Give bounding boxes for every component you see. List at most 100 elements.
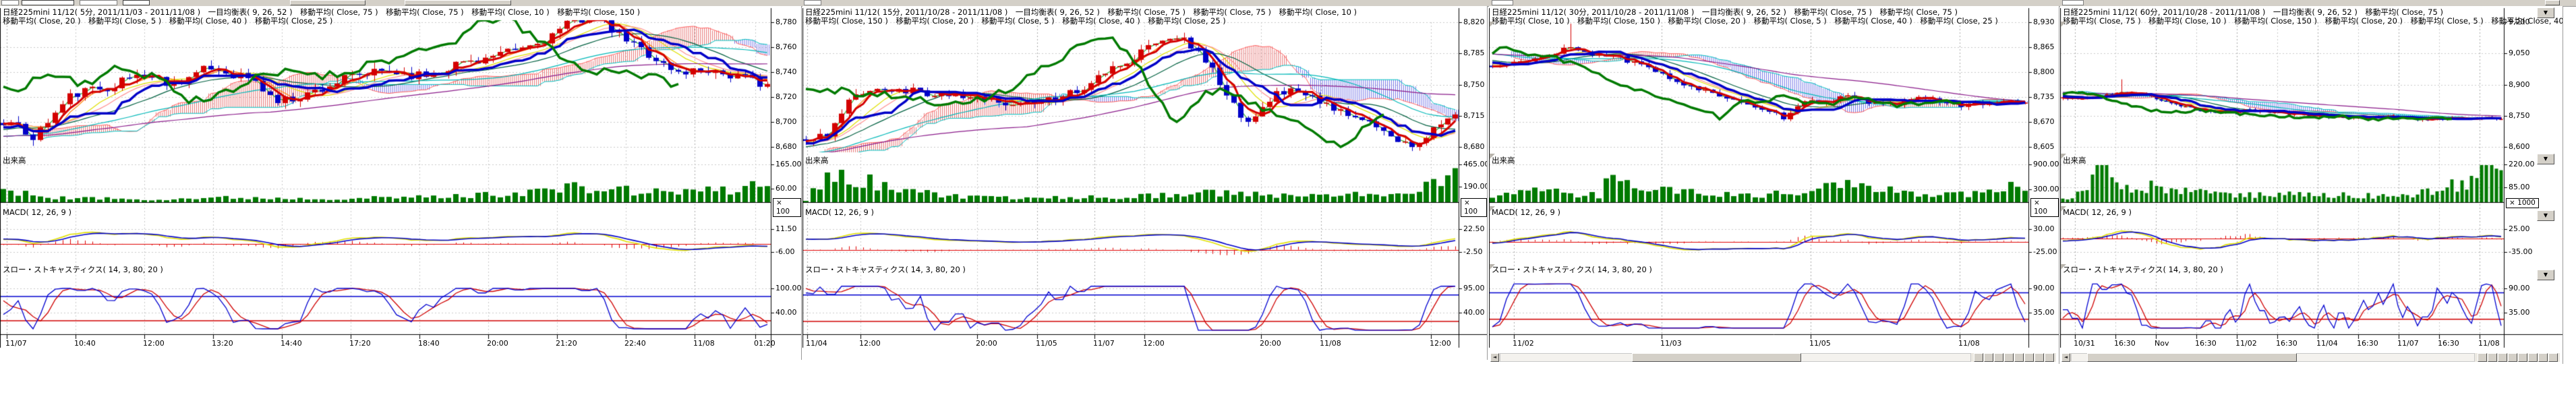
time-axis-label: 11/02 <box>1513 339 1534 348</box>
stoch-pane-label: スロー・ストキャスティクス( 14, 3, 80, 20 ) <box>1492 265 1652 274</box>
stoch-tick-label: 40.00 <box>775 308 797 317</box>
time-axis-label: 18:40 <box>418 339 440 348</box>
pane-scale-dropdown-button[interactable]: ▼ <box>2537 270 2554 280</box>
stoch-tick-label: 35.00 <box>2033 308 2055 317</box>
scrollbar-extra-button[interactable] <box>1984 353 1993 362</box>
volume-multiplier-box: × 100 <box>2030 198 2059 217</box>
scrollbar-extra-button[interactable] <box>1974 353 1983 362</box>
time-axis-label: 11/02 <box>2235 339 2257 348</box>
price-tick-label: 8,750 <box>2509 111 2530 120</box>
scrollbar-extra-button[interactable] <box>2488 353 2497 362</box>
time-axis-label: 11/07 <box>2397 339 2419 348</box>
price-tick-label: 8,750 <box>1463 80 1485 89</box>
time-axis-label: 12:00 <box>143 339 165 348</box>
scrollbar-extra-button[interactable] <box>2004 353 2014 362</box>
price-tick-label: 8,600 <box>2509 142 2530 151</box>
volume-multiplier-box: × 100 <box>1461 198 1487 217</box>
toolbar-fragment-box <box>1492 0 1513 5</box>
pane-resize-handle[interactable] <box>2061 22 2066 27</box>
time-axis-label: 11/08 <box>2478 339 2500 348</box>
chart-indicator-list: 移動平均( Close, 150 ) 移動平均( Close, 20 ) 移動平… <box>805 16 1226 26</box>
time-axis-label: 11/08 <box>1320 339 1341 348</box>
time-axis-label: 20:00 <box>487 339 508 348</box>
pane-resize-handle[interactable] <box>2061 264 2066 270</box>
time-axis-label: 11/05 <box>1809 339 1831 348</box>
macd-tick-label: 11.50 <box>775 224 797 233</box>
stoch-tick-label: 90.00 <box>2509 284 2530 292</box>
price-tick-label: 8,780 <box>775 18 797 26</box>
scrollbar-extra-button[interactable] <box>2035 353 2044 362</box>
price-tick-label: 8,820 <box>1463 18 1485 26</box>
toolbar-fragment-field[interactable] <box>22 0 74 5</box>
chart-window-15min: 日経225mini 11/12( 15分, 2011/10/28 - 2011/… <box>802 6 1488 360</box>
volume-tick-label: 300.00 <box>2033 185 2059 194</box>
pane-resize-handle[interactable] <box>1490 22 1495 27</box>
chart-window-60min: 日経225mini 11/12( 60分, 2011/10/28 - 2011/… <box>2060 6 2563 364</box>
pane-scale-dropdown-button[interactable]: ▼ <box>2537 7 2554 18</box>
scrollbar-left-arrow-button[interactable]: ◄ <box>2061 353 2070 362</box>
stoch-pane-label: スロー・ストキャスティクス( 14, 3, 80, 20 ) <box>3 265 163 274</box>
pane-scale-dropdown-button[interactable]: ▼ <box>2537 210 2554 221</box>
chart-canvas-60min[interactable] <box>2060 6 2563 364</box>
price-tick-label: 8,900 <box>2509 80 2530 89</box>
scrollbar-extra-button[interactable] <box>2478 353 2487 362</box>
scrollbar-extra-button[interactable] <box>2045 353 2054 362</box>
time-axis-label: 12:00 <box>1430 339 1451 348</box>
horizontal-scrollbar[interactable]: ◄ <box>2061 353 2560 362</box>
time-axis-label: 16:30 <box>2114 339 2136 348</box>
time-axis-label: 11/05 <box>1036 339 1057 348</box>
scrollbar-extra-button[interactable] <box>2508 353 2517 362</box>
time-axis-label: 12:00 <box>1143 339 1165 348</box>
scrollbar-thumb[interactable] <box>2086 353 2297 362</box>
scrollbar-left-arrow-button[interactable]: ◄ <box>1490 353 1499 362</box>
scrollbar-thumb[interactable] <box>1631 353 1802 362</box>
stoch-tick-label: 90.00 <box>2033 284 2055 292</box>
price-tick-label: 8,670 <box>2033 117 2055 126</box>
time-axis-label: 16:30 <box>2276 339 2297 348</box>
horizontal-scrollbar[interactable]: ◄ <box>1490 353 2056 362</box>
volume-tick-label: 220.00 <box>2509 160 2535 168</box>
price-tick-label: 8,865 <box>2033 42 2055 51</box>
price-tick-label: 8,735 <box>2033 92 2055 101</box>
scrollbar-extra-button[interactable] <box>2024 353 2034 362</box>
chart-indicator-list: 移動平均( Close, 10 ) 移動平均( Close, 150 ) 移動平… <box>1492 16 1998 26</box>
time-axis-label: 16:30 <box>2195 339 2217 348</box>
toolbar-fragment-box <box>804 0 821 5</box>
volume-multiplier-box: × 1000 <box>2506 198 2539 208</box>
pane-resize-handle[interactable] <box>1490 206 1495 212</box>
pane-resize-handle[interactable] <box>1490 264 1495 270</box>
scrollbar-extra-button[interactable] <box>2528 353 2538 362</box>
pane-resize-handle[interactable] <box>2061 154 2066 159</box>
macd-tick-label: 25.00 <box>2509 224 2530 233</box>
toolbar-fragment-field[interactable] <box>123 0 150 5</box>
pane-resize-handle[interactable] <box>2061 206 2066 212</box>
toolbar-fragment-button[interactable] <box>290 0 365 5</box>
pane-scale-dropdown-button[interactable]: ▼ <box>2537 154 2554 164</box>
toolbar-fragment-button[interactable] <box>2545 0 2560 5</box>
chart-canvas-30min[interactable] <box>1489 6 2059 364</box>
chart-title: 日経225mini 11/12( 60分, 2011/10/28 - 2011/… <box>2063 7 2443 17</box>
scrollbar-extra-button[interactable] <box>2518 353 2527 362</box>
time-axis-label: 16:30 <box>2357 339 2378 348</box>
price-tick-label: 8,800 <box>2033 67 2055 76</box>
chart-indicator-list: 移動平均( Close, 75 ) 移動平均( Close, 10 ) 移動平均… <box>2063 16 2563 26</box>
chart-canvas-15min[interactable] <box>802 6 1487 360</box>
scrollbar-extra-button[interactable] <box>2014 353 2024 362</box>
time-axis-label: 21:20 <box>556 339 577 348</box>
stoch-tick-label: 40.00 <box>1463 308 1485 317</box>
toolbar-fragment-button[interactable] <box>405 0 511 5</box>
time-axis-label: 11/07 <box>5 339 27 348</box>
macd-tick-label: -25.00 <box>2033 247 2057 256</box>
time-axis-label: Nov <box>2155 339 2169 348</box>
chart-canvas-5min[interactable] <box>0 6 801 360</box>
macd-pane-label: MACD( 12, 26, 9 ) <box>805 208 874 217</box>
scrollbar-extra-button[interactable] <box>2548 353 2558 362</box>
scrollbar-extra-button[interactable] <box>2498 353 2507 362</box>
volume-tick-label: 85.00 <box>2509 183 2530 192</box>
time-axis-label: 12:00 <box>859 339 881 348</box>
time-axis-label: 14:40 <box>281 339 302 348</box>
scrollbar-extra-button[interactable] <box>1994 353 2003 362</box>
scrollbar-extra-button[interactable] <box>2538 353 2548 362</box>
pane-resize-handle[interactable] <box>1490 154 1495 159</box>
chart-title: 日経225mini 11/12( 30分, 2011/10/28 - 2011/… <box>1492 7 1958 17</box>
